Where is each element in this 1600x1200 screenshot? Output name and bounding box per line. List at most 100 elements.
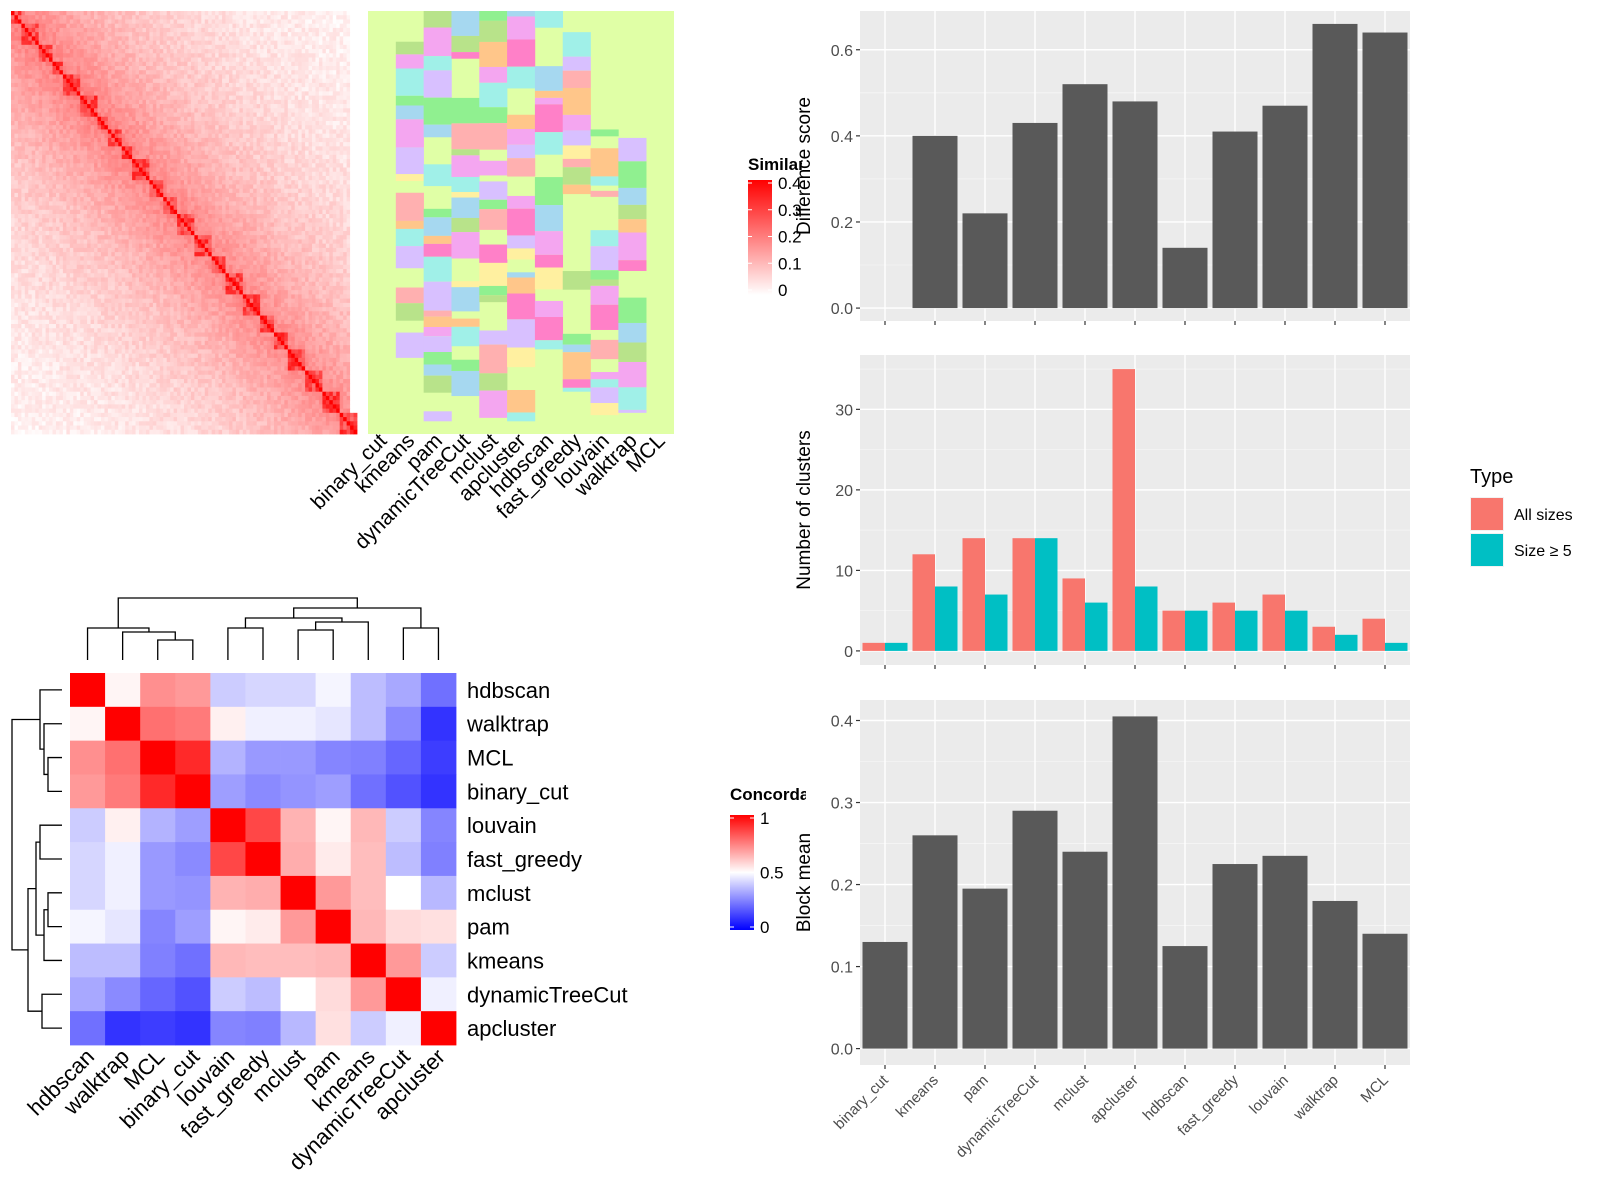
similarity-cell bbox=[208, 154, 213, 160]
similarity-cell bbox=[49, 65, 53, 71]
similarity-cell bbox=[246, 150, 251, 156]
similarity-cell bbox=[312, 99, 316, 105]
similarity-cell bbox=[55, 159, 60, 164]
similarity-cell bbox=[201, 120, 206, 126]
similarity-cell bbox=[107, 87, 112, 92]
similarity-cell bbox=[201, 142, 206, 147]
similarity-cell bbox=[14, 104, 19, 109]
similarity-cell bbox=[118, 197, 123, 202]
similarity-cell bbox=[31, 180, 36, 185]
similarity-cell bbox=[222, 120, 226, 126]
similarity-cell bbox=[249, 112, 254, 118]
similarity-cell bbox=[253, 36, 258, 42]
similarity-cell bbox=[208, 53, 213, 58]
similarity-cell bbox=[194, 175, 199, 181]
similarity-cell bbox=[201, 104, 206, 109]
similarity-cell bbox=[180, 53, 185, 58]
similarity-cell bbox=[260, 53, 264, 58]
similarity-cell bbox=[325, 150, 330, 156]
similarity-cell bbox=[59, 180, 64, 185]
similarity-cell bbox=[246, 57, 251, 63]
similarity-cell bbox=[128, 11, 133, 16]
similarity-cell bbox=[249, 150, 254, 156]
similarity-cell bbox=[228, 32, 233, 37]
similarity-cell bbox=[232, 218, 237, 223]
similarity-cell bbox=[97, 11, 102, 16]
similarity-cell bbox=[97, 142, 102, 147]
similarity-cell bbox=[332, 167, 337, 173]
similarity-cell bbox=[149, 74, 154, 80]
similarity-cell bbox=[343, 197, 348, 202]
similarity-cell bbox=[94, 205, 98, 211]
similarity-cell bbox=[66, 112, 71, 118]
similarity-cell bbox=[239, 19, 244, 25]
similarity-cell bbox=[301, 192, 306, 198]
similarity-cell bbox=[228, 150, 233, 156]
similarity-cell bbox=[291, 27, 296, 33]
similarity-cell bbox=[291, 192, 296, 198]
similarity-cell bbox=[28, 65, 33, 71]
similarity-cell bbox=[166, 180, 171, 185]
similarity-cell bbox=[260, 205, 264, 211]
similarity-cell bbox=[184, 154, 188, 160]
similarity-cell bbox=[343, 32, 348, 37]
similarity-cell bbox=[14, 108, 19, 113]
similarity-cell bbox=[329, 125, 334, 130]
similarity-cell bbox=[211, 129, 216, 135]
similarity-cell bbox=[24, 214, 29, 219]
similarity-cell bbox=[142, 154, 147, 160]
similarity-cell bbox=[325, 167, 330, 173]
similarity-cell bbox=[180, 104, 185, 109]
similarity-cell bbox=[280, 188, 285, 194]
similarity-cell bbox=[267, 70, 271, 75]
similarity-cell bbox=[80, 95, 85, 101]
similarity-cell bbox=[166, 137, 171, 143]
similarity-cell bbox=[87, 99, 91, 105]
similarity-cell bbox=[232, 171, 237, 177]
similarity-cell bbox=[336, 159, 341, 164]
similarity-cell bbox=[312, 74, 316, 80]
similarity-cell bbox=[284, 129, 289, 135]
similarity-cell bbox=[263, 32, 268, 37]
similarity-cell bbox=[336, 99, 341, 105]
similarity-cell bbox=[62, 137, 67, 143]
similarity-cell bbox=[329, 108, 334, 113]
similarity-cell bbox=[322, 87, 327, 92]
similarity-cell bbox=[111, 112, 116, 118]
similarity-cell bbox=[128, 120, 133, 126]
similarity-cell bbox=[287, 91, 292, 96]
similarity-cell bbox=[215, 65, 219, 71]
similarity-cell bbox=[222, 78, 226, 84]
similarity-cell bbox=[11, 11, 15, 16]
similarity-cell bbox=[249, 201, 254, 206]
similarity-cell bbox=[346, 192, 351, 198]
similarity-cell bbox=[208, 70, 213, 75]
similarity-cell bbox=[294, 108, 299, 113]
similarity-cell bbox=[280, 49, 285, 54]
similarity-cell bbox=[104, 99, 109, 105]
similarity-cell bbox=[62, 91, 67, 96]
similarity-cell bbox=[28, 150, 33, 156]
similarity-cell bbox=[17, 36, 22, 42]
similarity-cell bbox=[253, 116, 258, 122]
similarity-cell bbox=[107, 159, 112, 164]
similarity-cell bbox=[94, 57, 98, 63]
similarity-cell bbox=[59, 154, 64, 160]
similarity-cell bbox=[66, 74, 71, 80]
similarity-cell bbox=[329, 116, 334, 122]
similarity-cell bbox=[94, 129, 98, 135]
similarity-cell bbox=[11, 163, 15, 168]
similarity-cell bbox=[52, 78, 57, 84]
similarity-cell bbox=[184, 197, 188, 202]
similarity-cell bbox=[184, 167, 188, 173]
similarity-cell bbox=[121, 125, 126, 130]
similarity-cell bbox=[270, 188, 275, 194]
similarity-cell bbox=[94, 53, 98, 58]
similarity-cell bbox=[139, 125, 143, 130]
similarity-cell bbox=[145, 11, 150, 16]
similarity-cell bbox=[159, 116, 164, 122]
similarity-cell bbox=[190, 104, 195, 109]
similarity-cell bbox=[343, 184, 348, 190]
similarity-cell bbox=[280, 99, 285, 105]
similarity-cell bbox=[312, 53, 316, 58]
